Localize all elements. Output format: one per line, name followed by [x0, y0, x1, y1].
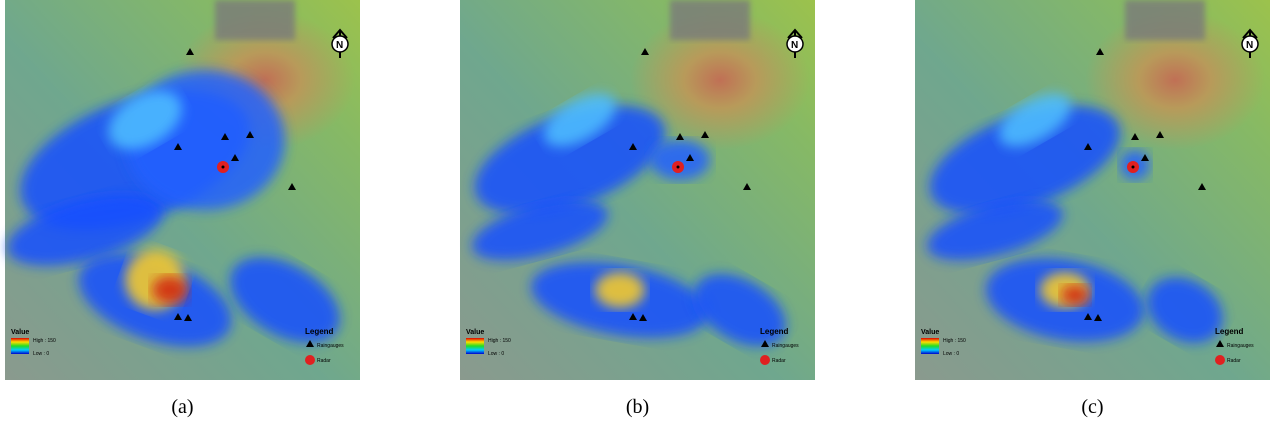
legend-radar: [1215, 355, 1225, 365]
legend-low: Low : 0: [943, 351, 959, 357]
map-panel: N Value High : 150 Low : 0 Legend Raingauges R…: [915, 0, 1270, 380]
north-n: N: [336, 40, 343, 51]
legend-gauges: Raingauges: [317, 343, 344, 349]
legend-scale: [921, 338, 939, 354]
north-n: N: [791, 40, 798, 51]
legend-value-title: Value: [466, 329, 484, 336]
radar-dot: [1132, 166, 1135, 169]
legend-radar-label: Radar: [772, 358, 786, 364]
legend-gauges: Raingauges: [772, 343, 799, 349]
legend-high: High : 150: [943, 338, 966, 344]
caption: (a): [153, 396, 213, 419]
rain-field: [1061, 285, 1089, 305]
cloud-mask: [670, 0, 750, 40]
legend-radar: [305, 355, 315, 365]
rain-field: [650, 140, 710, 180]
legend-radar-label: Radar: [1227, 358, 1241, 364]
cloud-mask: [215, 0, 295, 40]
radar-dot: [677, 166, 680, 169]
legend-radar: [760, 355, 770, 365]
map-panel: N Value High : 150 Low : 0 Legend Raingauges R…: [460, 0, 815, 380]
legend-low: Low : 0: [488, 351, 504, 357]
legend-low: Low : 0: [33, 351, 49, 357]
legend-title: Legend: [1215, 327, 1244, 336]
rain-field: [152, 276, 188, 304]
north-n: N: [1246, 40, 1253, 51]
rain-field: [595, 272, 645, 308]
figure: N Value High : 150 Low : 0 Legend Raingauges R…: [0, 0, 1277, 434]
legend-value-title: Value: [11, 329, 29, 336]
legend-value-title: Value: [921, 329, 939, 336]
legend-title: Legend: [760, 327, 789, 336]
caption: (b): [608, 396, 668, 419]
map-panel: N Value High : 150 Low : 0 Legend Raingauges R…: [0, 0, 360, 380]
radar-dot: [222, 166, 225, 169]
legend-high: High : 150: [488, 338, 511, 344]
legend-scale: [466, 338, 484, 354]
maps: N Value High : 150 Low : 0 Legend Raingauges R…: [0, 0, 1277, 390]
legend-gauges: Raingauges: [1227, 343, 1254, 349]
cloud-mask: [1125, 0, 1205, 40]
legend-high: High : 150: [33, 338, 56, 344]
legend-radar-label: Radar: [317, 358, 331, 364]
legend-scale: [11, 338, 29, 354]
caption: (c): [1063, 396, 1123, 419]
legend-title: Legend: [305, 327, 334, 336]
